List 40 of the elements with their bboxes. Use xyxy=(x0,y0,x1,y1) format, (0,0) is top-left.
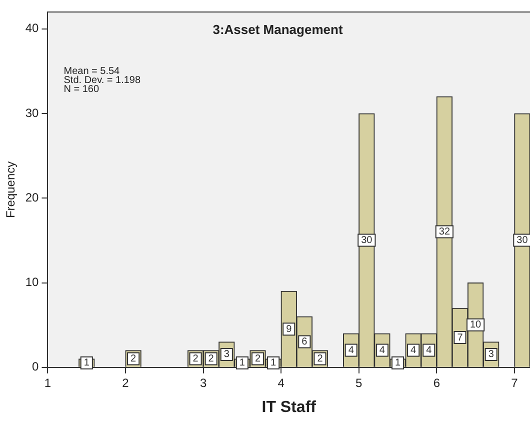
annotation: Mean = 5.54 xyxy=(64,66,120,77)
data-label: 2 xyxy=(254,353,261,364)
data-label: 2 xyxy=(208,353,214,364)
data-label: 30 xyxy=(516,234,528,246)
x-tick-label: 5 xyxy=(356,376,363,390)
y-tick-label: 0 xyxy=(32,360,40,374)
y-tick-label: 20 xyxy=(25,190,40,204)
y-tick-label: 30 xyxy=(25,106,40,120)
y-tick-label: 10 xyxy=(25,275,40,290)
x-tick-label: 7 xyxy=(511,376,518,390)
data-label: 2 xyxy=(317,353,324,364)
text: 3:Asset Management xyxy=(212,22,344,38)
data-label: 6 xyxy=(302,336,308,348)
data-label: 4 xyxy=(410,344,417,356)
data-label: 2 xyxy=(130,353,137,364)
x-tick-label: 6 xyxy=(433,376,440,390)
data-label: 3 xyxy=(224,349,230,360)
x-tick-label: 4 xyxy=(278,376,285,390)
y-axis-title: Frequency xyxy=(4,161,18,218)
data-label: 1 xyxy=(394,358,401,369)
data-label: 32 xyxy=(438,226,450,238)
data-label: 7 xyxy=(457,332,464,344)
data-label: 3 xyxy=(488,349,494,360)
data-label: 4 xyxy=(379,344,386,356)
annotation: N = 160 xyxy=(64,84,100,95)
data-label: 10 xyxy=(470,320,482,331)
x-tick-label: 3 xyxy=(200,376,207,390)
data-label: 1 xyxy=(270,358,277,369)
x-tick-label: 2 xyxy=(122,376,130,390)
x-tick-label: 1 xyxy=(44,376,52,390)
data-label: 2 xyxy=(192,353,199,364)
data-label: 30 xyxy=(361,234,373,246)
data-label: 4 xyxy=(348,344,354,356)
x-axis-title: IT Staff xyxy=(262,398,317,416)
annotation: Std. Dev. = 1.198 xyxy=(64,74,141,86)
data-label: 1 xyxy=(84,358,90,369)
data-label: 9 xyxy=(286,324,292,335)
data-label: 1 xyxy=(239,358,246,369)
data-label: 4 xyxy=(426,344,432,356)
y-tick-label: 40 xyxy=(25,21,40,36)
